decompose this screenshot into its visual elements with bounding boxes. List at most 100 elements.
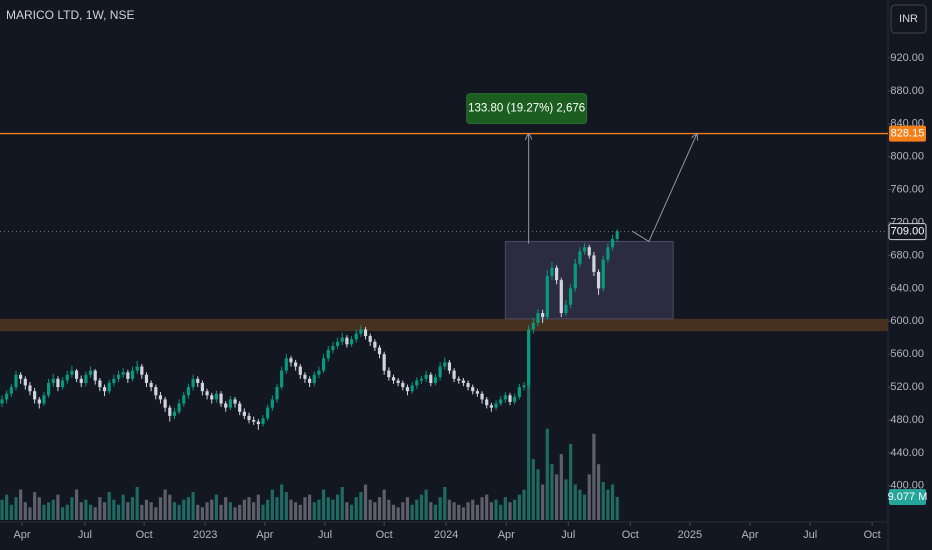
- candle-body: [135, 366, 139, 371]
- volume-bar: [387, 499, 391, 520]
- plot: [0, 134, 888, 520]
- volume-bar: [433, 504, 438, 520]
- x-tick-label: Jul: [803, 529, 817, 541]
- candle-body: [387, 370, 391, 378]
- volume-bar: [466, 502, 470, 520]
- x-tick-label: Oct: [864, 529, 881, 541]
- volume-bar: [42, 504, 46, 520]
- candle-body: [471, 387, 475, 392]
- volume-bar: [438, 497, 442, 520]
- volume-bar: [84, 499, 88, 520]
- candle-body: [130, 370, 135, 379]
- candle-body: [289, 358, 293, 363]
- candle-body: [368, 336, 372, 342]
- candle-body: [247, 415, 251, 420]
- candle-body: [224, 403, 228, 408]
- volume-label-bg: [889, 488, 926, 505]
- candle-body: [531, 322, 535, 330]
- volume-bar: [489, 502, 493, 520]
- volume-bar: [47, 502, 51, 520]
- volume-bar: [517, 494, 521, 520]
- volume-bar: [335, 494, 340, 520]
- volume-bar: [233, 507, 237, 520]
- candle-body: [266, 407, 270, 419]
- volume-bar: [112, 499, 116, 520]
- volume-bar: [70, 497, 74, 520]
- measure-label-bg: [466, 93, 588, 125]
- candle-body: [349, 339, 354, 345]
- candle-body: [559, 280, 563, 314]
- volume-bar: [9, 504, 13, 520]
- volume-bar: [485, 494, 489, 520]
- candle-body: [359, 329, 363, 334]
- volume-bar: [93, 507, 97, 520]
- volume-bar: [391, 504, 396, 520]
- volume-bar: [191, 492, 195, 520]
- currency-button[interactable]: [890, 4, 927, 34]
- volume-bar: [522, 489, 526, 520]
- chart-title: MARICO LTD, 1W, NSE: [6, 8, 134, 22]
- volume-bar: [51, 499, 55, 520]
- level-label-bg: [889, 125, 926, 142]
- candle-body: [564, 304, 568, 314]
- volume-bar: [494, 499, 498, 520]
- candle-body: [485, 399, 489, 406]
- candle-body: [373, 341, 377, 348]
- candle-body: [196, 378, 200, 383]
- candle-body: [5, 393, 9, 400]
- x-tick-label: 2024: [434, 529, 458, 541]
- volume-bar: [531, 459, 535, 520]
- volume-bar: [615, 496, 619, 520]
- volume-bar: [587, 474, 591, 520]
- volume-bar: [224, 497, 228, 520]
- volume-bar: [65, 504, 69, 520]
- candle-body: [527, 329, 531, 386]
- x-tick-label: Oct: [622, 529, 639, 541]
- candle-body: [172, 411, 177, 416]
- candle-body: [126, 372, 130, 379]
- volume-bar: [182, 499, 186, 520]
- volume-bar: [98, 497, 102, 520]
- candle-body: [410, 385, 414, 392]
- volume-bar: [410, 504, 414, 520]
- volume-bar: [536, 469, 540, 520]
- volume-bar: [349, 504, 354, 520]
- candle-body: [112, 378, 116, 383]
- volume-bar: [121, 494, 125, 520]
- x-tick-label: Apr: [256, 529, 273, 541]
- candle-body: [461, 380, 466, 383]
- volume-bar: [513, 499, 517, 520]
- volume-bar: [33, 492, 37, 520]
- volume-bar: [144, 499, 149, 520]
- volume-bar: [102, 502, 107, 520]
- volume-bar: [247, 497, 251, 520]
- y-tick-label: 800.00: [890, 151, 924, 163]
- candle-body: [587, 247, 591, 256]
- volume-bar: [564, 479, 568, 520]
- volume-bar: [573, 484, 577, 520]
- volume-bar: [107, 492, 111, 520]
- volume-bar: [238, 504, 242, 520]
- volume-bar: [154, 507, 158, 520]
- measure-label: 133.80 (19.27%) 2,676: [468, 103, 585, 115]
- candle-body: [447, 362, 452, 371]
- volume-bar: [345, 502, 349, 520]
- candle-body: [51, 378, 55, 383]
- currency[interactable]: INR: [899, 13, 918, 25]
- volume-bar: [266, 499, 270, 520]
- volume-bar: [429, 502, 433, 520]
- candle-body: [536, 313, 540, 323]
- candle-body: [158, 395, 163, 400]
- y-tick-label: 760.00: [890, 184, 924, 196]
- candle-body: [396, 380, 400, 383]
- volume-bar: [471, 499, 475, 520]
- candle-body: [154, 387, 158, 396]
- x-tick-label: Apr: [13, 529, 30, 541]
- volume-bar: [214, 494, 218, 520]
- candle-body: [261, 418, 265, 425]
- candle-body: [19, 374, 23, 379]
- volume-bar: [0, 499, 4, 520]
- candle-body: [205, 391, 209, 396]
- volume-bar: [354, 497, 358, 520]
- candle-body: [200, 382, 205, 392]
